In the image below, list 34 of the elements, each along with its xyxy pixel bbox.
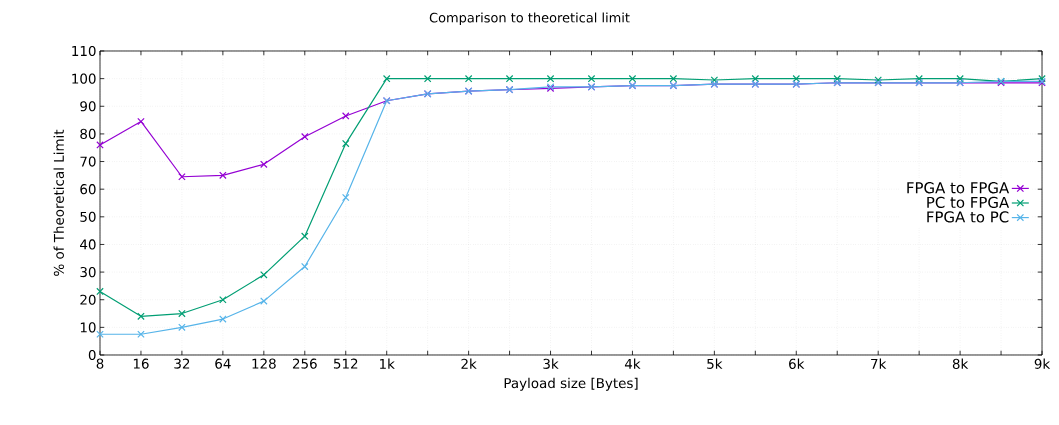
x-tick-label: 8	[96, 358, 104, 369]
x-tick-label: 512	[333, 358, 358, 369]
y-tick-label: 50	[80, 211, 96, 222]
x-tick-label: 6k	[789, 358, 805, 369]
y-tick-label: 80	[80, 128, 96, 139]
x-tick-label: 256	[292, 358, 317, 369]
y-tick-label: 110	[72, 45, 96, 57]
y-tick-label: 10	[80, 322, 96, 333]
x-tick-label: 3k	[543, 358, 559, 369]
y-axis-title: % of Theoretical Limit	[53, 129, 64, 276]
x-tick-label: 64	[215, 358, 231, 369]
x-tick-label: 4k	[624, 358, 641, 369]
legend-label: PC to FPGA	[927, 196, 1010, 209]
y-tick-label: 60	[80, 184, 96, 195]
y-tick-label: 90	[80, 101, 96, 112]
x-tick-label: 9k	[1034, 358, 1051, 369]
y-tick-label: 70	[80, 156, 96, 167]
x-tick-label: 16	[133, 358, 149, 369]
legend-label: FPGA to PC	[927, 211, 1009, 223]
legend-label: FPGA to FPGA	[907, 182, 1010, 194]
x-axis-title: Payload size [Bytes]	[504, 377, 638, 391]
x-tick-label: 5k	[707, 358, 723, 369]
y-tick-label: 40	[80, 239, 96, 250]
x-tick-label: 128	[252, 358, 276, 369]
x-tick-label: 32	[174, 358, 190, 369]
y-tick-label: 0	[88, 349, 96, 361]
x-tick-label: 1k	[380, 358, 395, 369]
x-tick-label: 8k	[952, 358, 969, 369]
y-tick-label: 100	[72, 73, 96, 84]
y-tick-label: 30	[80, 267, 96, 278]
x-tick-label: 7k	[871, 358, 887, 369]
chart-title: Comparison to theoretical limit	[429, 12, 630, 26]
y-tick-label: 20	[80, 294, 96, 305]
x-tick-label: 2k	[461, 358, 477, 369]
